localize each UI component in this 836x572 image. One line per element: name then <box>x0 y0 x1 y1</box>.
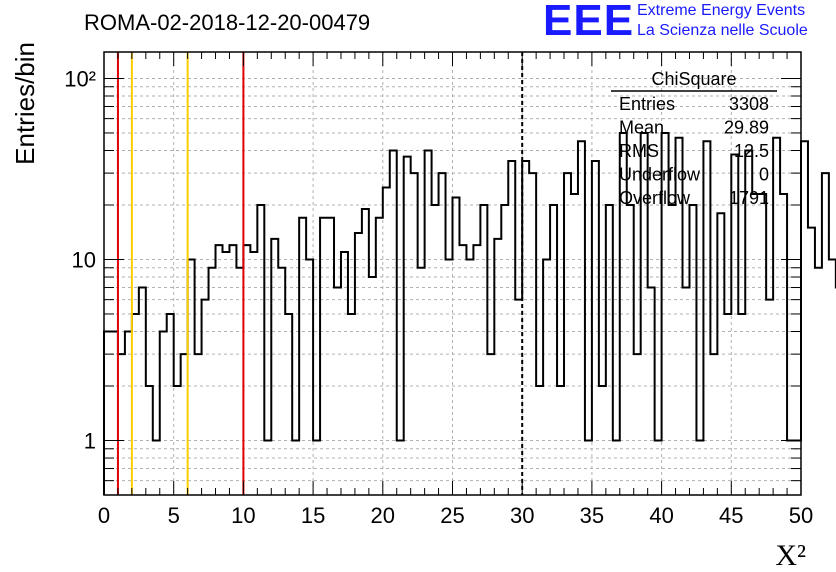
x-axis-title: X² <box>775 539 806 572</box>
x-tick-label: 15 <box>301 503 325 528</box>
stats-label: RMS <box>619 141 659 161</box>
x-tick-label: 25 <box>440 503 464 528</box>
stats-value: 0 <box>759 165 769 185</box>
x-tick-label: 45 <box>719 503 743 528</box>
stats-value: 3308 <box>729 94 769 114</box>
logo-line2: La Scienza nelle Scuole <box>637 22 808 39</box>
stats-box: ChiSquare Entries 3308 Mean 29.89 RMS 12.5 Unde… <box>611 69 777 208</box>
stats-title: ChiSquare <box>651 69 736 89</box>
y-tick-label: 1 <box>84 429 96 454</box>
y-axis-title: Entries/bin <box>10 42 40 165</box>
logo-mark: EEE <box>543 0 635 45</box>
stats-label: Entries <box>619 94 675 114</box>
eee-logo: EEE Extreme Energy Events La Scienza nel… <box>543 0 836 48</box>
x-tick-label: 0 <box>98 503 110 528</box>
stats-value: 29.89 <box>724 118 769 138</box>
logo-line1: Extreme Energy Events <box>637 2 806 19</box>
y-tick-label: 10 <box>72 247 96 272</box>
stats-label: Overflow <box>619 188 691 208</box>
x-tick-label: 10 <box>231 503 255 528</box>
stats-value: 1791 <box>729 188 769 208</box>
axis-ticks <box>103 52 802 496</box>
vertical-markers <box>116 52 524 495</box>
x-tick-label: 40 <box>649 503 673 528</box>
x-tick-label: 50 <box>789 503 813 528</box>
axis-labels: 0 5 10 15 20 25 30 35 40 45 50 1 10 10² X² Entries/bin <box>10 42 813 572</box>
x-tick-label: 35 <box>580 503 604 528</box>
stats-value: 12.5 <box>734 141 769 161</box>
stats-label: Underflow <box>619 165 701 185</box>
run-title: ROMA-02-2018-12-20-00479 <box>84 10 371 35</box>
y-tick-label: 10² <box>64 66 96 91</box>
x-tick-label: 30 <box>510 503 534 528</box>
histogram-outline <box>103 131 836 495</box>
x-tick-label: 5 <box>168 503 180 528</box>
x-tick-label: 20 <box>371 503 395 528</box>
stats-label: Mean <box>619 118 664 138</box>
